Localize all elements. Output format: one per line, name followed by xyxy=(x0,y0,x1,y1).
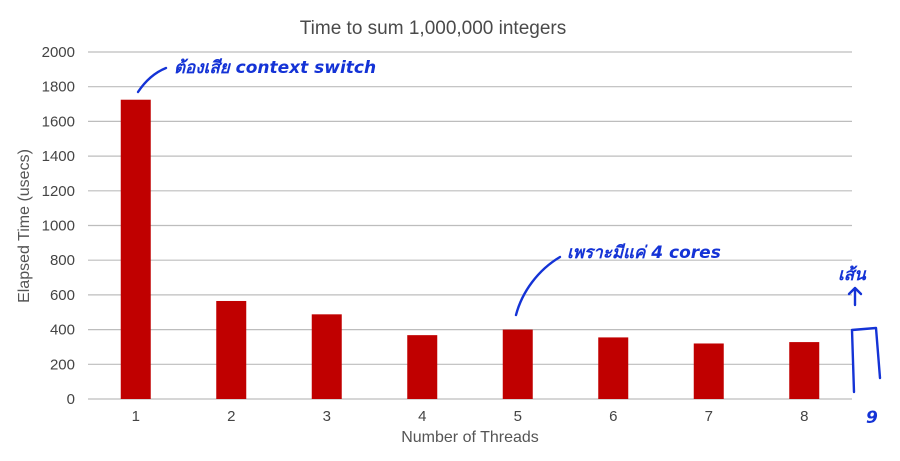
x-tick-label: 8 xyxy=(800,408,808,425)
x-tick-label: 5 xyxy=(514,408,522,425)
x-axis-ticks: 1 2 3 4 5 6 7 8 xyxy=(132,408,809,425)
y-tick-label: 1200 xyxy=(42,183,75,200)
x-tick-label: 6 xyxy=(609,408,617,425)
bar-threads-8 xyxy=(789,342,820,399)
x-tick-label: 1 xyxy=(132,408,140,425)
y-tick-label: 200 xyxy=(50,356,75,373)
x-tick-label: 7 xyxy=(705,408,713,425)
annotation-arrow-up xyxy=(847,286,863,307)
bar-threads-6 xyxy=(598,337,629,399)
y-axis-label: Elapsed Time (usecs) xyxy=(16,149,33,303)
y-tick-label: 600 xyxy=(50,287,75,304)
bar-threads-7 xyxy=(693,343,724,399)
y-tick-label: 1800 xyxy=(42,79,75,96)
bar-threads-5 xyxy=(502,329,533,399)
bar-threads-2 xyxy=(216,300,247,399)
y-tick-label: 1600 xyxy=(42,113,75,130)
x-tick-label: 3 xyxy=(323,408,331,425)
annotation-stroke-thread1 xyxy=(136,66,168,94)
annotation-thread5: เพราะมีแค่ 4 cores xyxy=(567,243,721,263)
annotation-thread1: ต้องเสีย context switch xyxy=(174,58,376,78)
x-axis-label: Number of Threads xyxy=(401,429,539,446)
chart-title: Time to sum 1,000,000 integers xyxy=(300,18,567,39)
x-tick-label: 2 xyxy=(227,408,235,425)
bar-threads-4 xyxy=(407,335,438,399)
y-tick-label: 2000 xyxy=(42,44,75,61)
y-tick-label: 1000 xyxy=(42,218,75,235)
bar-threads-1 xyxy=(120,99,151,400)
annotation-stroke-thread5 xyxy=(514,255,562,317)
annotation-right-bottom: 9 xyxy=(866,408,878,428)
y-axis-ticks: 0 200 400 600 800 1000 1200 1400 1600 1800 2000 xyxy=(42,44,75,408)
annotation-right-top: เส้น xyxy=(838,265,867,285)
y-tick-label: 0 xyxy=(67,391,75,408)
y-tick-label: 800 xyxy=(50,252,75,269)
gridlines xyxy=(88,51,852,400)
annotation-bracket xyxy=(850,326,882,394)
bars xyxy=(120,99,820,400)
x-tick-label: 4 xyxy=(418,408,426,425)
y-tick-label: 1400 xyxy=(42,148,75,165)
bar-threads-3 xyxy=(311,314,342,399)
y-tick-label: 400 xyxy=(50,322,75,339)
